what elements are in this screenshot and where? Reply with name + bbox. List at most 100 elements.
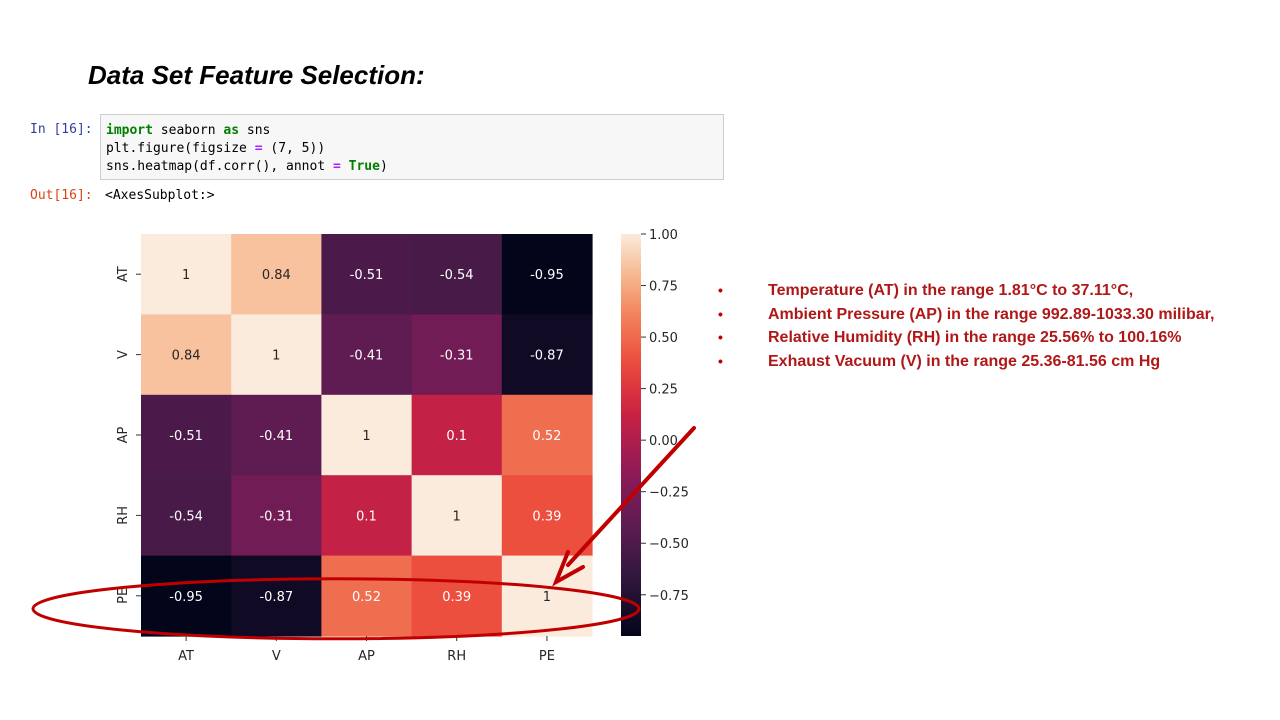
x-tick-label: V bbox=[272, 649, 281, 664]
cell-annotation: -0.95 bbox=[530, 268, 564, 283]
heatmap-cell bbox=[141, 234, 232, 315]
list-item-text: Ambient Pressure (AP) in the range 992.8… bbox=[768, 305, 1215, 323]
bullet-icon: • bbox=[718, 329, 723, 345]
list-item-text: Exhaust Vacuum (V) in the range 25.36-81… bbox=[768, 352, 1161, 370]
cell-annotation: -0.41 bbox=[259, 429, 293, 444]
code-line: plt.figure(figsize = (7, 5)) bbox=[106, 140, 723, 158]
heatmap-cell bbox=[321, 555, 413, 637]
colorbar-tick-label: −0.50 bbox=[649, 537, 689, 552]
heatmap-cell bbox=[321, 234, 413, 315]
input-prompt: In [16]: bbox=[30, 122, 93, 137]
list-item: • Relative Humidity (RH) in the range 25.… bbox=[716, 329, 1214, 353]
cell-annotation: 0.52 bbox=[352, 590, 381, 605]
x-tick-label: PE bbox=[539, 649, 555, 664]
arrow-shaft bbox=[566, 426, 696, 567]
cell-annotation: 0.84 bbox=[172, 349, 201, 364]
colorbar-tick-label: 0.75 bbox=[649, 280, 678, 295]
cell-annotation: 1 bbox=[272, 349, 280, 364]
heatmap-cell bbox=[231, 314, 322, 396]
slide-title: Data Set Feature Selection: bbox=[88, 60, 425, 90]
highlight-overlay bbox=[31, 426, 696, 641]
cell-annotation: -0.87 bbox=[259, 590, 293, 605]
heatmap-cell bbox=[231, 394, 322, 476]
heatmap-cell bbox=[501, 475, 593, 557]
bullet-icon: • bbox=[718, 352, 723, 369]
heatmap-cell bbox=[501, 314, 593, 396]
heatmap-cell bbox=[501, 234, 593, 315]
code-token: import bbox=[106, 123, 153, 138]
x-tick-label: RH bbox=[447, 649, 466, 664]
list-item-text: Temperature (AT) in the range 1.81°C to … bbox=[768, 282, 1134, 299]
colorbar-tick-label: −0.75 bbox=[649, 589, 689, 604]
cell-annotation: -0.87 bbox=[530, 349, 564, 364]
cell-annotation: -0.31 bbox=[259, 509, 293, 524]
arrow-head-icon bbox=[552, 550, 585, 587]
colorbar-tick-label: 1.00 bbox=[649, 228, 678, 243]
code-token: seaborn bbox=[152, 123, 224, 138]
cell-annotation: -0.51 bbox=[169, 429, 203, 444]
cell-annotation: -0.31 bbox=[440, 349, 474, 364]
cell-annotation: 1 bbox=[543, 590, 551, 605]
heatmap-cells bbox=[141, 234, 593, 637]
y-tick-label: PE bbox=[116, 588, 131, 604]
heatmap-cell bbox=[321, 475, 413, 557]
heatmap-cell bbox=[231, 234, 322, 315]
bullet-icon: • bbox=[718, 282, 723, 298]
cell-annotation: 1 bbox=[453, 509, 461, 524]
cell-annotation: 0.39 bbox=[442, 590, 471, 605]
heatmap-cell bbox=[141, 394, 232, 476]
heatmap-cell bbox=[411, 394, 503, 476]
code-token: = bbox=[332, 159, 341, 174]
cell-annotation: 0.1 bbox=[446, 429, 467, 444]
code-token: (7, 5)) bbox=[262, 141, 326, 156]
heatmap-cell bbox=[411, 475, 503, 557]
list-item: • Exhaust Vacuum (V) in the range 25.36-8… bbox=[716, 353, 1214, 377]
cell-annotation: 0.1 bbox=[356, 509, 377, 524]
list-item-text: Relative Humidity (RH) in the range 25.5… bbox=[768, 329, 1182, 346]
bullet-icon: • bbox=[718, 305, 723, 322]
output-prompt: Out[16]: bbox=[30, 188, 93, 203]
code-token: = bbox=[254, 141, 263, 156]
heatmap-cell bbox=[321, 394, 413, 476]
cell-annotation: -0.54 bbox=[169, 509, 203, 524]
y-tick-label: RH bbox=[116, 506, 131, 525]
x-tick-label: AP bbox=[358, 649, 375, 664]
code-token: as bbox=[223, 123, 240, 138]
heatmap-cell bbox=[231, 555, 322, 637]
heatmap-cell bbox=[141, 555, 232, 637]
cell-annotation: -0.54 bbox=[440, 268, 474, 283]
cell-annotation: 1 bbox=[362, 429, 370, 444]
code-token: sns.heatmap(df.corr(), annot bbox=[106, 159, 333, 174]
y-tick-label: AP bbox=[116, 426, 131, 443]
x-tick-label: AT bbox=[178, 649, 194, 664]
output-text: <AxesSubplot:> bbox=[105, 188, 215, 203]
heatmap-annotations: 1 0.84 -0.51 -0.54 -0.95 0.84 1 -0.41 -0.31 -0.87… bbox=[169, 268, 563, 605]
heatmap-cell bbox=[411, 555, 503, 637]
heatmap-cell bbox=[321, 314, 413, 396]
code-token: True bbox=[348, 159, 380, 174]
heatmap-cell bbox=[411, 314, 503, 396]
code-line: import seaborn as sns bbox=[106, 122, 723, 140]
cell-annotation: -0.41 bbox=[350, 349, 384, 364]
feature-range-list: • Temperature (AT) in the range 1.81°C to… bbox=[716, 282, 1214, 376]
heatmap-cell bbox=[231, 475, 322, 557]
y-tick-label: V bbox=[116, 350, 131, 359]
code-cell[interactable]: import seaborn as sns plt.figure(figsize… bbox=[100, 114, 724, 180]
colorbar-bar bbox=[621, 234, 641, 636]
code-line: sns.heatmap(df.corr(), annot = True) bbox=[106, 158, 723, 176]
code-token: sns bbox=[239, 123, 271, 138]
cell-annotation: 0.39 bbox=[532, 509, 561, 524]
colorbar-tick-label: 0.50 bbox=[649, 331, 678, 346]
cell-annotation: 0.52 bbox=[532, 429, 561, 444]
colorbar-tick-label: 0.25 bbox=[649, 383, 678, 398]
heatmap-cell bbox=[141, 475, 232, 557]
list-item: • Ambient Pressure (AP) in the range 992.… bbox=[716, 306, 1214, 330]
heatmap-cell bbox=[411, 234, 503, 315]
code-token: plt.figure(figsize bbox=[106, 141, 255, 156]
colorbar-tick-label: 0.00 bbox=[649, 434, 678, 449]
y-tick-label: AT bbox=[116, 266, 131, 282]
colorbar-tick-label: −0.25 bbox=[649, 486, 689, 501]
heatmap-cell bbox=[501, 394, 593, 476]
code-token: ) bbox=[379, 159, 388, 174]
